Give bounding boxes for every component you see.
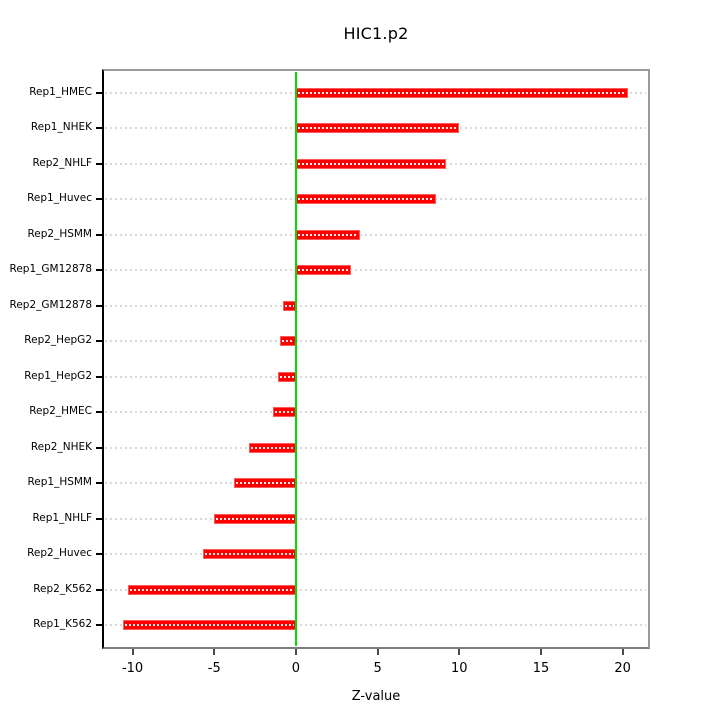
bar — [248, 442, 296, 453]
bar — [127, 584, 296, 595]
bar-stripe — [297, 233, 358, 236]
x-axis-tick — [376, 649, 379, 655]
category-label: Rep2_HSMM — [27, 227, 92, 240]
zero-reference-line — [294, 72, 297, 646]
bar — [295, 265, 352, 276]
bar-stripe — [216, 517, 294, 520]
category-label: Rep1_NHEK — [30, 121, 92, 134]
bar — [295, 158, 447, 169]
gridline — [105, 233, 646, 236]
bar — [202, 549, 296, 560]
bar — [295, 229, 360, 240]
bar-stripe — [279, 375, 294, 378]
category-label: Rep1_GM12878 — [9, 263, 92, 276]
x-axis-tick — [539, 649, 542, 655]
y-axis-tick — [96, 375, 104, 378]
category-label: Rep2_HMEC — [29, 405, 92, 418]
gridline — [105, 482, 646, 485]
x-tick-label: 15 — [532, 661, 550, 676]
bar-stripe — [297, 91, 626, 94]
bar-stripe — [297, 127, 458, 130]
bar-stripe — [250, 446, 294, 449]
category-label: Rep2_Huvec — [27, 547, 92, 560]
x-tick-label: -10 — [121, 661, 144, 676]
bar — [295, 123, 460, 134]
y-axis-tick — [96, 91, 104, 94]
bar — [214, 513, 296, 524]
bar — [277, 371, 296, 382]
bar-stripe — [235, 482, 294, 485]
x-axis-tick — [131, 649, 134, 655]
chart-title: HIC1.p2 — [343, 24, 409, 43]
plot-area — [102, 69, 650, 649]
bar — [295, 194, 437, 205]
y-axis-tick — [96, 446, 104, 449]
bar-stripe — [297, 198, 435, 201]
bar-stripe — [284, 304, 294, 307]
x-tick-label: 0 — [291, 661, 301, 676]
gridline — [105, 517, 646, 520]
category-label: Rep1_HSMM — [27, 476, 92, 489]
bar — [273, 407, 296, 418]
y-axis-tick — [96, 127, 104, 130]
x-axis-label: Z-value — [351, 689, 401, 704]
bar — [279, 336, 296, 347]
bar-stripe — [281, 340, 294, 343]
y-axis-tick — [96, 482, 104, 485]
gridline — [105, 269, 646, 272]
gridline — [105, 553, 646, 556]
x-axis-tick — [294, 649, 297, 655]
gridline — [105, 411, 646, 414]
x-tick-label: -5 — [207, 661, 221, 676]
x-axis-tick — [458, 649, 461, 655]
y-axis-tick — [96, 411, 104, 414]
gridline — [105, 340, 646, 343]
gridline — [105, 624, 646, 626]
x-tick-label: 20 — [614, 661, 631, 676]
gridline — [105, 446, 646, 449]
bar-stripe — [297, 162, 445, 165]
bar — [295, 87, 628, 98]
category-label: Rep2_GM12878 — [9, 298, 92, 311]
category-label: Rep2_K562 — [33, 582, 92, 595]
category-label: Rep1_Huvec — [27, 192, 92, 205]
y-axis-tick — [96, 269, 104, 272]
x-axis-tick — [621, 649, 624, 655]
y-axis-tick — [96, 304, 104, 307]
bar — [233, 478, 296, 489]
bar-stripe — [129, 588, 294, 591]
category-label: Rep1_K562 — [33, 618, 92, 630]
bar-stripe — [297, 269, 350, 272]
category-label: Rep2_HepG2 — [24, 334, 92, 347]
gridline — [105, 588, 646, 591]
y-axis-tick — [96, 588, 104, 591]
bar-stripe — [204, 553, 294, 556]
y-axis-tick — [96, 517, 104, 520]
gridline — [105, 304, 646, 307]
x-tick-label: 5 — [373, 661, 382, 676]
y-axis-tick — [96, 340, 104, 343]
x-tick-label: 10 — [451, 661, 468, 676]
bar-stripe — [124, 624, 294, 626]
category-label: Rep1_HepG2 — [24, 369, 92, 382]
bar-stripe — [275, 411, 294, 414]
y-axis-tick — [96, 624, 104, 626]
category-label: Rep2_NHLF — [32, 156, 92, 169]
y-axis-tick — [96, 162, 104, 165]
y-axis-tick — [96, 553, 104, 556]
bar — [122, 620, 296, 630]
gridline — [105, 375, 646, 378]
x-axis-tick — [213, 649, 216, 655]
category-label: Rep2_NHEK — [30, 440, 92, 453]
category-label: Rep1_NHLF — [32, 511, 92, 524]
y-axis-tick — [96, 198, 104, 201]
y-axis-tick — [96, 233, 104, 236]
category-label: Rep1_HMEC — [29, 85, 92, 98]
